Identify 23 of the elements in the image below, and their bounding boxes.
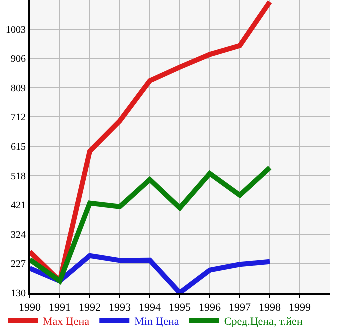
- y-tick-label: 227: [11, 259, 26, 270]
- x-tick-label: 1996: [199, 302, 222, 314]
- y-tick-label: 421: [11, 200, 26, 212]
- x-tick-label: 1991: [49, 302, 71, 314]
- x-tick-label: 1999: [289, 302, 312, 314]
- y-tick-label: 809: [11, 83, 26, 94]
- legend-label: Сред.Цена, т.йен: [224, 316, 303, 328]
- x-tick-label: 1990: [19, 302, 42, 314]
- y-tick-label: 130: [11, 288, 26, 300]
- y-tick-label: 712: [11, 112, 26, 124]
- x-tick-label: 1992: [79, 302, 101, 314]
- x-tick-label: 1994: [139, 302, 162, 314]
- y-tick-label: 1003: [6, 24, 26, 36]
- x-tick-label: 1995: [169, 302, 192, 314]
- y-tick-label: 518: [11, 171, 26, 182]
- y-tick-label: 615: [11, 142, 26, 153]
- x-tick-label: 1993: [109, 302, 132, 314]
- y-tick-label: 324: [11, 230, 26, 241]
- x-tick-label: 1998: [259, 302, 282, 314]
- legend-label: Min Цена: [134, 316, 180, 328]
- x-tick-label: 1997: [229, 302, 252, 314]
- legend-label: Max Цена: [43, 316, 90, 328]
- y-tick-label: 906: [11, 54, 26, 66]
